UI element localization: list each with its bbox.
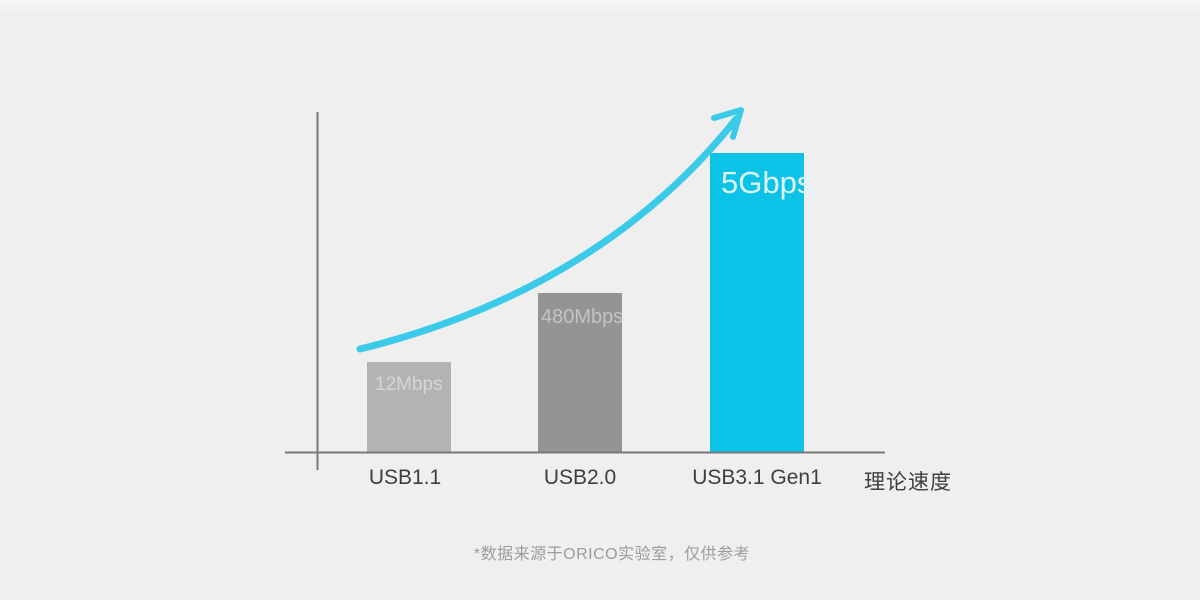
arrowhead-icon (711, 107, 744, 140)
bar-usb2-0-value: 480Mbps (541, 306, 624, 328)
x-axis-title: 理论速度 (864, 471, 952, 494)
bar-usb1-1: 12Mbps (367, 362, 451, 453)
x-label-usb1-1: USB1.1 (368, 466, 442, 489)
bar-usb3-1-gen1-value: 5Gbps (721, 165, 813, 200)
bar-usb1-1-value: 12Mbps (375, 374, 443, 395)
bar-usb3-1-gen1: 5Gbps (710, 153, 813, 453)
footnote-disclaimer: *数据来源于ORICO实验室，仅供参考 (473, 546, 751, 563)
x-label-usb3-1-gen1: USB3.1 Gen1 (692, 466, 822, 489)
x-label-usb2-0: USB2.0 (543, 466, 617, 489)
bar-usb2-0: 480Mbps (538, 293, 624, 453)
